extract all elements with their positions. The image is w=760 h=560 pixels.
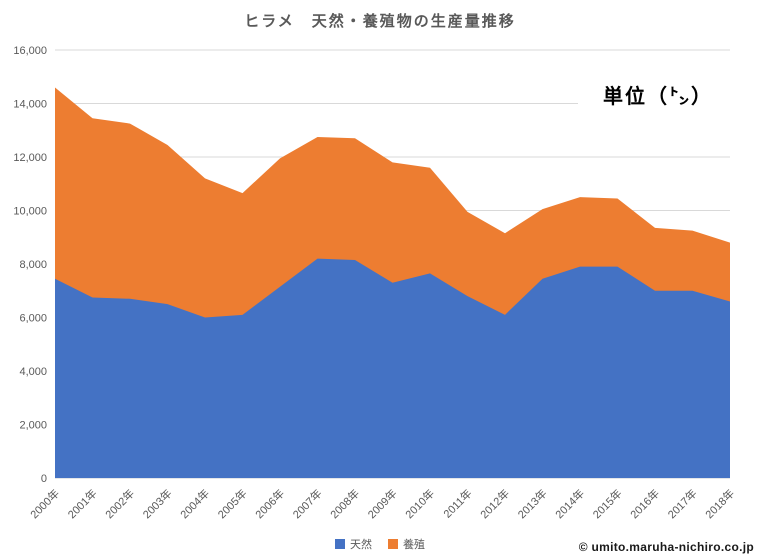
x-tick-label: 2008年 <box>327 486 362 521</box>
x-tick-label: 2004年 <box>177 486 212 521</box>
y-tick-label: 14,000 <box>13 99 47 111</box>
x-tick-label: 2011年 <box>440 486 474 520</box>
y-tick-label: 12,000 <box>13 152 47 164</box>
legend-label-farmed: 養殖 <box>403 539 425 551</box>
y-tick-label: 10,000 <box>13 206 47 218</box>
chart-title: ヒラメ 天然・養殖物の生産量推移 <box>244 13 516 30</box>
x-tick-label: 2016年 <box>627 486 662 521</box>
legend-item-wild: 天然 <box>335 536 372 552</box>
legend-label-wild: 天然 <box>350 539 372 551</box>
y-tick-label: 0 <box>41 473 47 485</box>
legend-item-farmed: 養殖 <box>388 536 425 552</box>
x-tick-label: 2012年 <box>477 486 512 521</box>
x-tick-label: 2010年 <box>402 486 437 521</box>
x-tick-label: 2001年 <box>65 486 100 521</box>
y-tick-label: 6,000 <box>19 313 47 325</box>
y-tick-label: 4,000 <box>19 366 47 378</box>
chart-legend: 天然 養殖 <box>0 536 760 552</box>
y-tick-label: 2,000 <box>19 420 47 432</box>
x-tick-label: 2015年 <box>590 486 625 521</box>
wild-area-series <box>55 258 730 478</box>
copyright-text: © umito.maruha-nichiro.co.jp <box>578 540 754 554</box>
x-tick-label: 2017年 <box>665 486 700 521</box>
x-tick-label: 2006年 <box>252 486 287 521</box>
x-tick-label: 2018年 <box>702 486 737 521</box>
y-tick-label: 8,000 <box>19 259 47 271</box>
x-tick-label: 2002年 <box>102 486 137 521</box>
wild-legend-swatch-icon <box>335 539 345 549</box>
x-tick-label: 2014年 <box>552 486 587 521</box>
y-tick-label: 16,000 <box>13 45 47 57</box>
x-tick-label: 2013年 <box>515 486 550 521</box>
x-tick-label: 2007年 <box>290 486 325 521</box>
unit-annotation: 単位（㌧） <box>578 82 738 112</box>
x-tick-label: 2003年 <box>140 486 175 521</box>
x-tick-label: 2000年 <box>27 486 62 521</box>
x-tick-label: 2005年 <box>215 486 250 521</box>
farmed-legend-swatch-icon <box>388 539 398 549</box>
x-tick-label: 2009年 <box>365 486 400 521</box>
